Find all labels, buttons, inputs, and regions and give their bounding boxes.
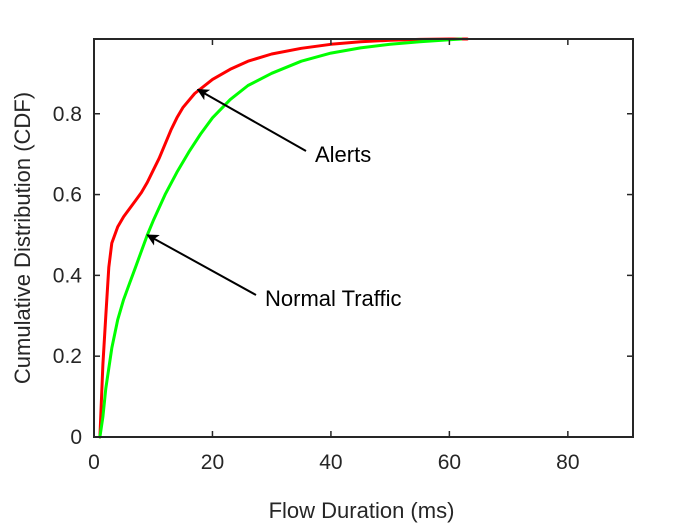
x-axis-title: Flow Duration (ms) (269, 498, 455, 523)
plot-frame (93, 38, 634, 438)
annotation-alerts-arrow (196, 88, 307, 152)
x-tick-label: 20 (201, 451, 224, 474)
y-tick-label: 0.4 (53, 264, 83, 287)
y-tick-label: 0.8 (53, 103, 82, 126)
tick-layer: 0 20 40 60 80 0 0.2 0.4 0.6 0.8 (53, 39, 633, 474)
x-tick-label: 60 (438, 451, 461, 474)
y-axis-title: Cumulative Distribution (CDF) (10, 92, 35, 384)
y-tick-label: 0 (70, 426, 82, 449)
series-line-alerts (98, 37, 469, 439)
y-tick-label: 0.6 (53, 184, 82, 207)
annotation-layer: Alerts Normal Traffic (146, 88, 402, 311)
x-tick-label: 80 (556, 451, 579, 474)
series-layer (98, 37, 469, 439)
series-line-normal-traffic (98, 37, 463, 439)
annotation-normal-traffic-label: Normal Traffic (265, 286, 402, 311)
annotation-normal-traffic-arrow (146, 234, 257, 296)
y-tick-label: 0.2 (53, 345, 82, 368)
x-tick-label: 0 (88, 451, 100, 474)
annotation-alerts-label: Alerts (315, 142, 371, 167)
x-tick-label: 40 (319, 451, 342, 474)
